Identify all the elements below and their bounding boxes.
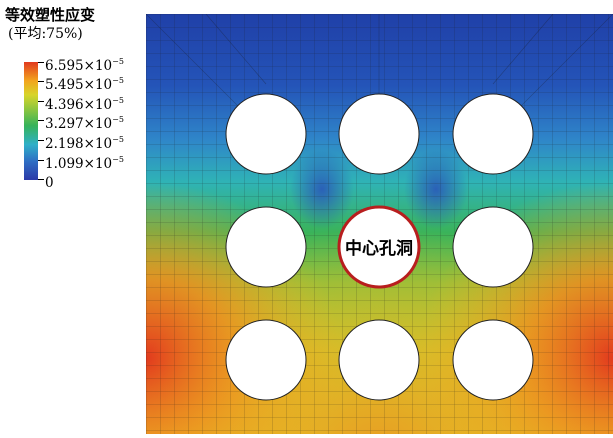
hole — [452, 93, 534, 175]
center-hole-label: 中心孔洞 — [345, 238, 413, 259]
legend-tick-label: 6.595×10−5 — [45, 57, 124, 74]
contour-legend: 等效塑性应变 (平均:75%) 6.595×10−5 5.495×10−5 4.… — [0, 0, 146, 200]
legend-title: 等效塑性应变 — [5, 6, 96, 24]
legend-tick-label: 0 — [45, 175, 54, 191]
legend-tick-label: 3.297×10−5 — [45, 115, 124, 132]
hole — [452, 206, 534, 288]
hole — [225, 319, 307, 401]
legend-colorbar — [24, 62, 38, 180]
legend-tick-mark — [38, 140, 44, 141]
legend-subtitle: (平均:75%) — [8, 26, 83, 42]
legend-tick-label: 4.396×10−5 — [45, 96, 124, 113]
legend-tick-mark — [38, 120, 44, 121]
hole — [338, 319, 420, 401]
legend-tick-label: 1.099×10−5 — [45, 155, 124, 172]
legend-tick-label: 2.198×10−5 — [45, 135, 124, 152]
strain-contour-plot: 中心孔洞 — [145, 13, 613, 434]
legend-tick-label: 5.495×10−5 — [45, 76, 124, 93]
hole — [338, 93, 420, 175]
legend-tick-mark — [38, 81, 44, 82]
hole — [225, 93, 307, 175]
hole — [225, 206, 307, 288]
center-hole — [337, 205, 421, 289]
hole — [452, 319, 534, 401]
legend-tick-mark — [38, 62, 44, 63]
legend-tick-mark — [38, 179, 44, 180]
legend-tick-mark — [38, 101, 44, 102]
legend-tick-mark — [38, 160, 44, 161]
